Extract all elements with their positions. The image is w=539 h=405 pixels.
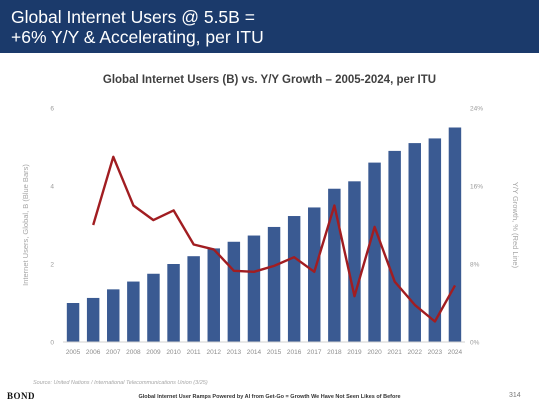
bar <box>408 143 421 342</box>
x-tick-label: 2022 <box>408 349 423 356</box>
bar <box>448 127 462 342</box>
y-tick-label: 0 <box>50 340 54 347</box>
page-number: 314 <box>509 392 521 399</box>
x-tick-label: 2023 <box>428 349 443 356</box>
x-tick-label: 2009 <box>146 349 161 356</box>
y2-tick-label: 24% <box>470 106 483 113</box>
bar <box>167 264 180 342</box>
y-tick-label: 6 <box>50 106 54 113</box>
x-tick-label: 2017 <box>307 349 322 356</box>
x-tick-label: 2007 <box>106 349 121 356</box>
y-tick-label: 4 <box>50 184 54 191</box>
x-tick-label: 2020 <box>367 349 382 356</box>
bar-series <box>66 127 462 342</box>
bond-logo: BOND <box>7 391 36 401</box>
y2-tick-label: 16% <box>470 184 483 191</box>
footer-caption: Global Internet User Ramps Powered by AI… <box>138 394 401 400</box>
bar <box>187 256 200 342</box>
bar <box>66 303 80 342</box>
chart-title: Global Internet Users (B) vs. Y/Y Growth… <box>102 74 437 86</box>
bar <box>147 273 160 342</box>
x-tick-label: 2016 <box>287 349 302 356</box>
x-tick-label: 2014 <box>247 349 262 356</box>
bar <box>127 281 140 342</box>
bar <box>247 235 261 342</box>
bar <box>287 216 301 342</box>
x-tick-label: 2024 <box>448 349 463 356</box>
axes: 2005 2006 2007 2008 2009 2010 2011 2012 2013 2014… <box>21 106 520 357</box>
bar <box>207 248 220 342</box>
bar <box>368 162 381 342</box>
x-tick-label: 2019 <box>347 349 362 356</box>
bar <box>308 207 321 342</box>
x-tick-label: 2006 <box>86 349 101 356</box>
bar <box>348 181 361 342</box>
source-note: Source: United Nations / International T… <box>33 380 208 386</box>
title-banner: Global Internet Users @ 5.5B = +6% Y/Y &… <box>0 0 539 53</box>
slide-title: Global Internet Users @ 5.5B = +6% Y/Y &… <box>11 7 264 47</box>
y-tick-label: 2 <box>50 262 54 269</box>
x-tick-label: 2012 <box>207 349 222 356</box>
bar <box>86 297 100 342</box>
growth-line-series <box>92 155 457 323</box>
y-axis-title: Internet Users, Global, B (Blue Bars) <box>21 164 30 286</box>
x-tick-label: 2008 <box>126 349 141 356</box>
y2-tick-label: 8% <box>470 262 480 269</box>
x-tick-label: 2005 <box>66 349 81 356</box>
y2-axis-title: Y/Y Growth, % (Red Line) <box>511 182 520 269</box>
x-tick-label: 2011 <box>187 349 201 356</box>
x-tick-label: 2021 <box>387 349 402 356</box>
x-tick-label: 2015 <box>267 349 282 356</box>
bar <box>267 226 281 342</box>
x-tick-label: 2018 <box>327 349 342 356</box>
bar <box>227 241 241 342</box>
x-tick-label: 2013 <box>227 349 242 356</box>
bar <box>107 289 120 342</box>
bar <box>328 188 341 342</box>
x-tick-label: 2010 <box>166 349 181 356</box>
bar <box>428 138 442 342</box>
y2-tick-label: 0% <box>470 340 480 347</box>
bar <box>388 150 401 342</box>
